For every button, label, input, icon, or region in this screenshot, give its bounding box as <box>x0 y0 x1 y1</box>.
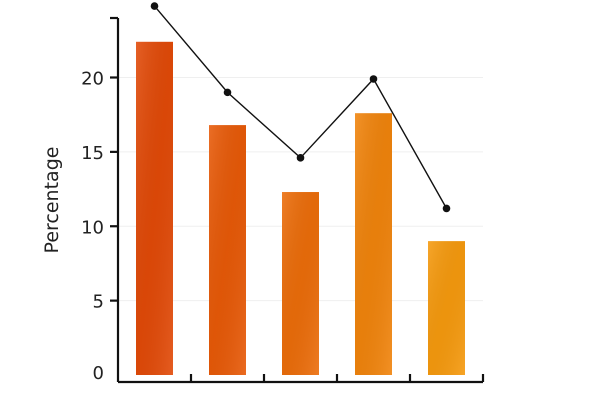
line-series <box>150 2 451 213</box>
line-path <box>153 5 448 209</box>
bar-shade-2 <box>209 125 246 375</box>
y-tick-label-0: 0 <box>93 363 104 384</box>
y-ticks: 0 5 10 15 20 <box>81 16 118 384</box>
y-axis-label: Percentage <box>41 147 63 254</box>
bar-shade-5 <box>428 241 465 375</box>
y-tick-label-2: 10 <box>81 217 104 238</box>
line-point-1 <box>150 2 159 10</box>
line-point-2 <box>223 88 232 97</box>
axes <box>116 18 483 384</box>
line-point-5 <box>442 204 451 213</box>
bar-shade-3 <box>282 192 319 375</box>
line-point-3 <box>296 154 305 162</box>
bar-shade-1 <box>136 41 173 376</box>
y-tick-label-1: 5 <box>93 292 104 313</box>
bar-series <box>136 41 465 376</box>
y-tick-label-3: 15 <box>81 143 104 164</box>
line-point-4 <box>369 75 378 83</box>
x-ticks <box>189 374 485 382</box>
y-tick-label-4: 20 <box>81 69 104 90</box>
bar-shade-4 <box>355 113 392 375</box>
